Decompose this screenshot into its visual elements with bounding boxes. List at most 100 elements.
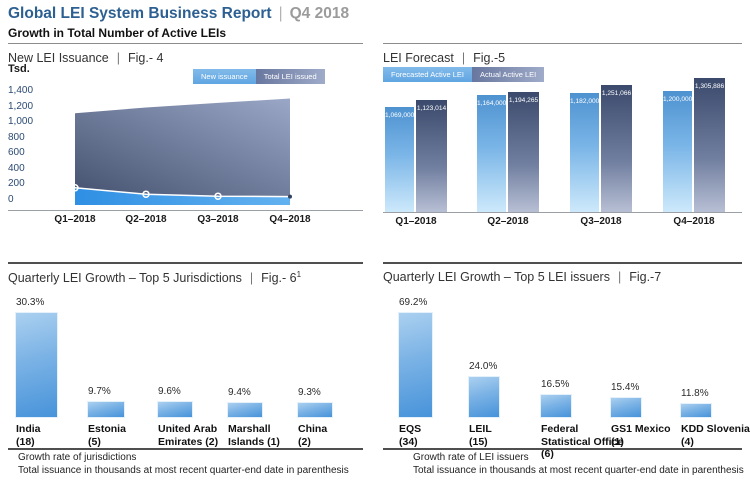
- mid-divider-right: [383, 262, 742, 264]
- legend-label: Total LEI issued: [263, 72, 317, 81]
- issuance-legend: New issuance Total LEI issued: [193, 69, 325, 84]
- bar-value-label: 1,164,000: [477, 100, 507, 107]
- actual-bar: 1,123,014: [416, 100, 447, 212]
- new-issuance-area: [75, 187, 290, 205]
- x-axis-tick: Q2–2018: [125, 214, 167, 225]
- category-line: India: [16, 423, 41, 435]
- category-line: Estonia: [88, 423, 126, 435]
- figure-title-issuers: Quarterly LEI Growth – Top 5 LEI issuers…: [383, 270, 661, 284]
- title-pipe: |: [249, 271, 254, 286]
- bar-percent-label: 30.3%: [16, 297, 45, 308]
- title-pipe: |: [461, 51, 466, 65]
- x-axis-labels-issuance: Q1–2018 Q2–2018 Q3–2018 Q4–2018: [0, 214, 750, 228]
- bar-category-label: KDD Slovenia (4): [681, 423, 750, 448]
- issuers-bars: 69.2% 24.0% 16.5% 15.4% 11.8%: [383, 290, 742, 418]
- figure-number: Fig.- 6: [261, 271, 297, 286]
- growth-bar: [15, 312, 58, 418]
- report-period: Q4 2018: [289, 5, 350, 22]
- x-axis-tick: Q3–2018: [197, 214, 239, 225]
- y-axis: 1,400 1,200 1,000 800 600 400 200 0: [8, 86, 44, 205]
- legend-label: Forecasted Active LEI: [391, 70, 464, 79]
- actual-bar: 1,251,066: [601, 85, 632, 212]
- footnote-line: Total issuance in thousands at most rece…: [413, 465, 744, 476]
- category-line: (2): [298, 435, 311, 448]
- category-line: (5): [88, 435, 101, 448]
- actual-bar: 1,194,265: [508, 92, 539, 212]
- new-issuance-line: [74, 187, 291, 198]
- bar-value-label: 1,123,014: [416, 105, 447, 112]
- forecast-legend: Forecasted Active LEI Actual Active LEI: [383, 67, 545, 82]
- forecasted-bar: 1,164,000: [477, 95, 506, 212]
- bar-percent-label: 9.6%: [158, 386, 181, 397]
- category-line: United Arab: [158, 423, 218, 435]
- forecasted-bar: 1,069,000: [385, 107, 414, 212]
- bar-value-label: 1,200,000: [663, 96, 693, 103]
- footnote-line: Growth rate of LEI issuers: [413, 452, 529, 463]
- legend-label: New issuance: [201, 72, 248, 81]
- bar-value-label: 1,194,265: [508, 97, 539, 104]
- category-line: (34): [399, 435, 418, 448]
- x-axis-labels-forecast: Q1–2018 Q2–2018 Q3–2018 Q4–2018: [0, 216, 750, 230]
- figure-number: Fig.-5: [473, 51, 506, 65]
- figure-title-text: New LEI Issuance: [8, 51, 109, 65]
- footnote-divider-right: [383, 448, 742, 450]
- category-line: Federal: [541, 423, 579, 435]
- legend-item-forecasted: Forecasted Active LEI: [383, 67, 472, 82]
- report-header: Global LEI System Business Report | Q4 201…: [8, 5, 349, 23]
- bar-category-label: India (18): [16, 423, 41, 448]
- legend-item-total-issued: Total LEI issued: [255, 69, 325, 84]
- category-line: EQS: [399, 423, 422, 435]
- forecast-bars: 1,069,000 1,123,014 1,164,000 1,194,265 1,18…: [383, 75, 742, 212]
- total-lei-issued-area: [75, 98, 290, 197]
- bar-category-label: Estonia (5): [88, 423, 126, 448]
- y-axis-tick: 0: [8, 193, 14, 205]
- y-axis-tick: 1,200: [8, 100, 34, 112]
- actual-bar: 1,305,886: [694, 78, 725, 212]
- bar-category-label: United Arab Emirates (2): [158, 423, 218, 448]
- x-axis-tick: Q4–2018: [269, 214, 311, 225]
- figure-title-jurisdictions: Quarterly LEI Growth – Top 5 Jurisdictio…: [8, 270, 301, 285]
- category-line: China: [298, 423, 328, 435]
- issuance-area-chart: [71, 98, 292, 205]
- legend-item-new-issuance: New issuance: [193, 69, 256, 84]
- bar-percent-label: 69.2%: [399, 297, 428, 308]
- category-line: Statistical Office: [541, 435, 624, 448]
- issuers-categories: EQS (34) LEIL (15) Federal Statistical Office…: [383, 423, 750, 467]
- mid-divider-left: [8, 262, 363, 264]
- growth-bar: [157, 401, 193, 418]
- jurisdictions-bars: 30.3% 9.7% 9.6% 9.4% 9.3%: [8, 290, 363, 418]
- forecasted-bar: 1,182,000: [570, 93, 599, 212]
- y-axis-tick: 800: [8, 131, 25, 143]
- growth-bar: [680, 403, 712, 418]
- figure-number: Fig.- 4: [128, 51, 164, 65]
- jurisdictions-categories: India (18) Estonia (5) United Arab Emirates (…: [8, 423, 363, 467]
- x-axis-tick: Q1–2018: [395, 216, 437, 227]
- y-axis-tick: 1,400: [8, 85, 34, 96]
- x-axis-tick: Q4–2018: [673, 216, 715, 227]
- data-point-marker: [214, 192, 222, 200]
- category-line: GS1 Mexico: [611, 423, 671, 435]
- header-divider-right: [383, 43, 742, 44]
- bar-value-label: 1,182,000: [570, 98, 600, 105]
- figure-footnote-marker: 1: [296, 270, 302, 279]
- growth-bar: [297, 402, 333, 418]
- category-line: (15): [469, 435, 488, 448]
- figure-title-text: Quarterly LEI Growth – Top 5 LEI issuers: [383, 270, 610, 284]
- legend-item-actual: Actual Active LEI: [471, 67, 545, 82]
- figure-title-issuance: New LEI Issuance | Fig.- 4: [8, 51, 163, 65]
- bar-category-label: Marshall Islands (1): [228, 423, 280, 448]
- category-line: (6): [541, 448, 554, 460]
- bar-percent-label: 9.7%: [88, 386, 111, 397]
- bar-percent-label: 16.5%: [541, 379, 570, 390]
- legend-label: Actual Active LEI: [479, 70, 537, 79]
- bar-percent-label: 9.4%: [228, 387, 251, 398]
- forecasted-bar: 1,200,000: [663, 91, 692, 212]
- y-axis-tick: 600: [8, 147, 25, 159]
- bar-category-label: China (2): [298, 423, 327, 448]
- bar-category-label: EQS (34): [399, 423, 421, 448]
- y-axis-tick: 400: [8, 162, 25, 174]
- x-axis-tick: Q3–2018: [580, 216, 622, 227]
- title-separator: |: [278, 5, 283, 22]
- bar-value-label: 1,305,886: [694, 83, 725, 90]
